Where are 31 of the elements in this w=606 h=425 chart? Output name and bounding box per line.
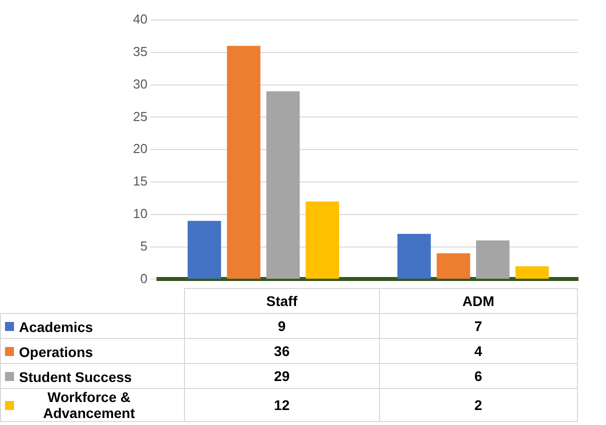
bar (188, 220, 222, 279)
bar (266, 91, 300, 279)
y-tick-label: 0 (140, 270, 148, 286)
y-tick-label: 20 (132, 141, 148, 156)
y-tick-label: 15 (132, 174, 148, 189)
legend-label: Academics (19, 318, 93, 335)
data-label: 36 (184, 338, 380, 364)
data-label: 7 (379, 314, 578, 338)
bar (397, 234, 431, 279)
bar (436, 253, 470, 279)
y-tick-label: 10 (132, 206, 148, 221)
data-label: 29 (184, 364, 380, 388)
x-tick-label: Staff (184, 288, 380, 314)
bar (226, 46, 260, 279)
legend-label: Operations (19, 344, 93, 360)
data-label: 2 (379, 388, 578, 422)
y-tick-label: 5 (140, 238, 148, 254)
legend-label: Workforce & Advancement (42, 389, 136, 421)
bar (515, 266, 549, 279)
data-label: 12 (184, 388, 380, 422)
data-label: 9 (184, 314, 380, 338)
y-tick-label: 25 (132, 108, 148, 124)
legend-label: Student Success (19, 368, 132, 385)
y-tick-label: 40 (132, 12, 148, 27)
data-label: 4 (379, 338, 578, 364)
x-tick-label: ADM (379, 288, 578, 314)
y-tick-label: 35 (132, 44, 148, 59)
bar (476, 240, 510, 279)
y-tick-label: 30 (132, 76, 148, 92)
bar (306, 201, 340, 279)
data-label: 6 (379, 364, 578, 388)
